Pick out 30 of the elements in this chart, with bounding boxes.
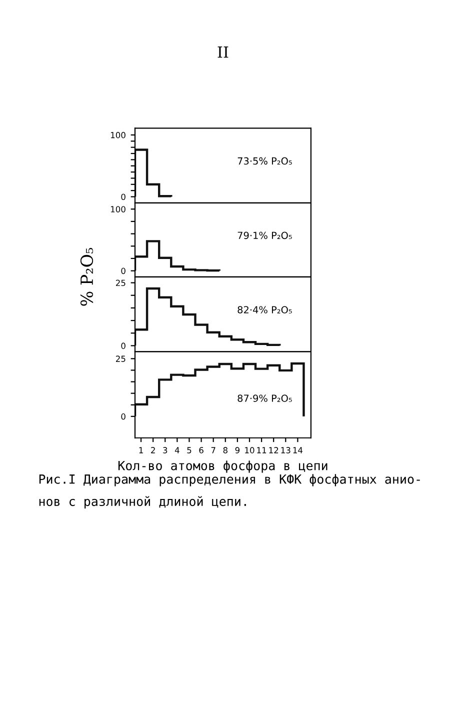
y-tick-label: 100 (110, 132, 126, 138)
x-tick-label: 6 (199, 447, 204, 454)
y-tick-label: 0 (121, 342, 126, 349)
x-tick-label: 14 (293, 447, 303, 454)
x-tick-label: 4 (174, 447, 180, 454)
x-tick-label: 9 (235, 447, 240, 454)
x-tick-label: 1 (139, 447, 143, 454)
x-tick-label: 5 (187, 447, 192, 454)
x-tick-label: 12 (269, 447, 278, 454)
x-tick-label: 10 (245, 447, 254, 454)
x-tick-label: 13 (281, 447, 290, 454)
y-tick-label: 100 (110, 206, 126, 212)
annotation: 79·1% P₂O₅ (238, 232, 292, 240)
y-tick-label: 25 (116, 356, 126, 362)
y-tick-label: 0 (121, 413, 126, 420)
x-tick-label: 3 (163, 447, 168, 454)
x-tick-label: 8 (223, 447, 228, 454)
y-tick-label: 0 (121, 194, 126, 200)
x-tick-label: 11 (257, 447, 266, 454)
x-tick-label: 2 (151, 447, 155, 454)
annotation: 73·5% P₂O₅ (238, 157, 292, 165)
text: Рис.I Диаграмма распределения в КФК фосфатных анио- нов с различной длиной цепи. (39, 474, 420, 508)
y-axis-title: % P₂O₅ (80, 248, 94, 306)
x-tick-label: 7 (211, 447, 216, 454)
y-tick-label: 25 (116, 280, 126, 286)
annotation: 87·9% P₂O₅ (238, 394, 292, 402)
annotation: 82·4% P₂O₅ (238, 306, 292, 314)
x-axis-title: Кол-во атомов фосфора в цепи (118, 460, 328, 473)
y-tick-label: 0 (121, 268, 126, 274)
text: II (218, 46, 228, 58)
